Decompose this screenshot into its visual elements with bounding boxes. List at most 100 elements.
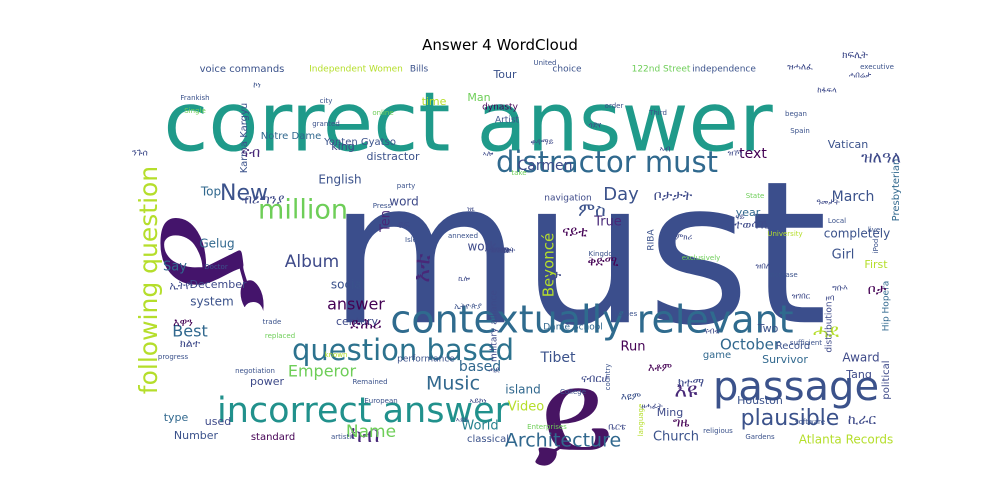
- wordcloud-word: ቦታ: [868, 282, 887, 298]
- wordcloud-word: choice: [552, 65, 582, 75]
- wordcloud-word: voice commands: [200, 64, 285, 75]
- wordcloud-word: ምዃን: [491, 246, 509, 255]
- wordcloud-word: ዩፍ: [398, 220, 410, 231]
- wordcloud-word: Kingdom: [589, 250, 620, 258]
- wordcloud-word: True: [593, 215, 622, 230]
- wordcloud-word: ቤርቴ: [608, 423, 626, 433]
- wordcloud-word: Ladies: [615, 310, 638, 318]
- wordcloud-word: ኢትዮጵያ: [454, 302, 482, 311]
- wordcloud-word: Independent Women: [309, 65, 403, 75]
- wordcloud-word: ካብ: [350, 423, 379, 448]
- wordcloud-word: Run: [621, 340, 646, 355]
- wordcloud-word: Spain: [790, 127, 810, 135]
- wordcloud-word: Music: [426, 373, 480, 395]
- wordcloud-word: ዓመታት: [816, 198, 840, 207]
- wordcloud-word: ምክሪ: [676, 233, 693, 242]
- wordcloud-word: system: [190, 295, 233, 309]
- wordcloud-word: Ten: [379, 210, 394, 233]
- wordcloud-word: ከተማ: [491, 246, 509, 255]
- wordcloud-word: work: [467, 240, 496, 254]
- wordcloud-word: ህዝቢ: [491, 246, 509, 255]
- wordcloud-word: Number: [174, 429, 219, 442]
- wordcloud-word: country: [604, 364, 612, 391]
- wordcloud-word: power: [250, 375, 284, 388]
- wordcloud-word: Record: [776, 341, 811, 352]
- wordcloud-word: ምስ: [578, 200, 605, 221]
- wordcloud-word: religious: [703, 427, 733, 435]
- wordcloud-word: ኪሎ: [458, 275, 470, 283]
- wordcloud-word: began: [785, 110, 807, 118]
- wordcloud-word: Vatican: [828, 138, 869, 151]
- wordcloud-word: Notre Dame: [261, 131, 321, 142]
- wordcloud-word: exclusively: [682, 254, 721, 262]
- wordcloud-word: online: [372, 109, 393, 117]
- wordcloud-word: 122nd Street: [632, 65, 691, 75]
- wordcloud-word: ድሕሪ: [350, 315, 382, 333]
- wordcloud-word: Album: [285, 252, 339, 272]
- wordcloud-word: replaced: [265, 332, 295, 340]
- wordcloud-word: king: [331, 140, 354, 153]
- wordcloud-word: ንጉሰ: [132, 149, 148, 159]
- wordcloud-word: increase: [768, 271, 798, 279]
- wordcloud-word: ኢትዮ: [169, 279, 193, 292]
- wordcloud-word: ናብቲ: [704, 327, 720, 336]
- wordcloud-word: Tibet: [540, 350, 577, 366]
- wordcloud-word: ኮነ: [253, 81, 261, 90]
- wordcloud-word: Church: [653, 430, 699, 445]
- chart-title: Answer 4 WordCloud: [422, 36, 578, 54]
- wordcloud-word: ቀዳማይ: [531, 138, 554, 147]
- wordcloud-word: century: [336, 315, 379, 328]
- wordcloud-word: Best: [172, 322, 207, 341]
- wordcloud-word: RIBA: [647, 229, 657, 251]
- wordcloud-word: ግቡእ: [832, 284, 848, 293]
- wordcloud-word: University: [767, 230, 802, 238]
- wordcloud-word: United: [534, 59, 557, 67]
- wordcloud-word: Carmen: [518, 158, 573, 174]
- wordcloud-word: ብሪጣንያ: [242, 193, 285, 208]
- wordcloud-word: እዋን: [173, 316, 193, 329]
- wordcloud-word: State: [746, 192, 765, 200]
- wordcloud-word: Third: [648, 109, 667, 117]
- wordcloud-word: Two: [757, 322, 779, 335]
- wordcloud-word: distractor must: [496, 145, 718, 179]
- wordcloud-word: Hip Hopera: [882, 281, 892, 332]
- wordcloud-word: Doctor: [204, 263, 228, 271]
- wordcloud-word: type: [164, 411, 189, 424]
- wordcloud-word: ከፋፍላ: [817, 86, 837, 95]
- wordcloud-word: distractor: [367, 150, 420, 163]
- wordcloud-word: take: [511, 169, 526, 177]
- wordcloud-word: እቲ: [410, 253, 436, 283]
- wordcloud-word: Dame School: [543, 323, 603, 333]
- wordcloud-word: Say: [163, 260, 187, 275]
- wordcloud-word: based: [459, 359, 501, 375]
- wordcloud-word: ዓዲ: [494, 246, 506, 255]
- wordcloud-word: Award: [842, 351, 879, 365]
- wordcloud-word: Ming: [657, 406, 684, 419]
- wordcloud-word: New: [220, 181, 268, 206]
- wordcloud-word: ግዜ: [673, 416, 690, 431]
- wordcloud-word: ዝሓለፈ: [787, 63, 813, 73]
- wordcloud-word: Atlanta Records: [799, 433, 894, 447]
- wordcloud-word: October: [720, 336, 781, 354]
- wordcloud-word: word: [389, 195, 419, 209]
- wordcloud-word: Local: [828, 217, 846, 225]
- wordcloud-word: ክልተ: [180, 337, 201, 350]
- wordcloud-word: ይ: [534, 343, 614, 495]
- wordcloud-word: ሓደ: [813, 321, 840, 343]
- wordcloud-word: ኣብ: [659, 145, 670, 154]
- wordcloud-word: ሓቂ: [494, 246, 507, 255]
- wordcloud-word: iPod: [872, 239, 880, 254]
- wordcloud-word: time: [422, 95, 447, 108]
- wordcloud-word: Presbyterian: [891, 159, 902, 222]
- wordcloud-word: Bills: [410, 65, 429, 75]
- wordcloud-word: ቦታታት: [654, 188, 693, 204]
- wordcloud-word: granted: [312, 120, 340, 128]
- wordcloud-word: ዞባ: [826, 294, 835, 303]
- wordcloud-word: ናብርሆ: [581, 372, 609, 385]
- wordcloud-word: እቶም: [648, 361, 672, 374]
- wordcloud-word: ዝበለ: [755, 262, 770, 271]
- wordcloud-word: Tour: [492, 68, 517, 81]
- wordcloud-word: must: [328, 138, 827, 369]
- wordcloud-word: ቅድሚ: [588, 255, 619, 270]
